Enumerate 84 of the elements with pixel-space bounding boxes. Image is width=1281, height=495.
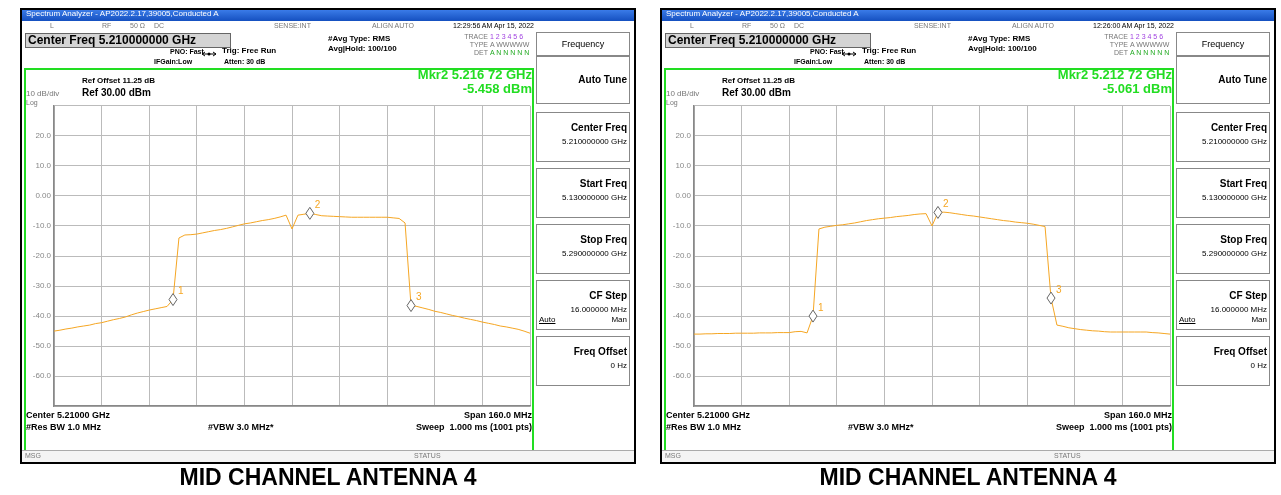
y-tick-label: -60.0 bbox=[672, 371, 692, 381]
annotation: 2 bbox=[942, 198, 949, 210]
text: MID CHANNEL ANTENNA 4 bbox=[178, 464, 478, 491]
annotation: 1 bbox=[818, 301, 824, 313]
text: Auto Tune bbox=[1218, 74, 1267, 85]
text: Center 5.21000 GHz bbox=[26, 410, 111, 421]
text: 0 Hz bbox=[1250, 361, 1267, 370]
text: 10 dB/div bbox=[26, 89, 60, 99]
y-tick-label: 20.0 bbox=[675, 131, 692, 141]
y-tick-label: -20.0 bbox=[32, 251, 52, 261]
text: Ref 30.00 dBm bbox=[722, 87, 791, 98]
text: Center Freq bbox=[1210, 122, 1267, 133]
text: Auto bbox=[539, 315, 556, 324]
text: Center Freq bbox=[570, 122, 627, 133]
text: Stop Freq bbox=[580, 234, 627, 245]
text: 5.210000000 GHz bbox=[562, 137, 627, 146]
y-tick-label: -40.0 bbox=[672, 311, 692, 321]
text: Sweep 1.000 ms (1001 pts) bbox=[1055, 422, 1172, 433]
text: Avg|Hold: 100/100 bbox=[328, 44, 397, 54]
text: Frequency bbox=[560, 39, 606, 49]
text: 5.290000000 GHz bbox=[562, 249, 627, 258]
text: #Avg Type: RMS bbox=[328, 34, 391, 44]
text: Span 160.0 MHz bbox=[463, 410, 532, 421]
text: 16.000000 MHz bbox=[570, 305, 627, 314]
y-tick-label: -40.0 bbox=[32, 311, 52, 321]
annotation: 3 bbox=[1056, 283, 1062, 295]
text: 10 dB/div bbox=[666, 89, 700, 99]
text: Trig: Free Run bbox=[222, 46, 277, 56]
text: Spectrum Analyzer - AP2022.2.17,39005,Conducted A bbox=[666, 9, 859, 19]
text: #VBW 3.0 MHz* bbox=[208, 422, 274, 433]
text: Man bbox=[1251, 315, 1267, 324]
y-tick-label: 0.00 bbox=[35, 191, 52, 201]
text: #VBW 3.0 MHz* bbox=[848, 422, 914, 433]
text: Center Freq 5.210000000 GHz bbox=[28, 33, 197, 47]
text: 16.000000 MHz bbox=[1210, 305, 1267, 314]
text: #Avg Type: RMS bbox=[968, 34, 1031, 44]
text: 5.130000000 GHz bbox=[1202, 193, 1267, 202]
text: Avg|Hold: 100/100 bbox=[968, 44, 1037, 54]
text: Spectrum Analyzer - AP2022.2.17,39005,Conducted A bbox=[26, 9, 219, 19]
annotation: 2 bbox=[314, 199, 321, 211]
y-tick-label: 10.0 bbox=[35, 161, 52, 171]
text: Freq Offset bbox=[573, 346, 627, 357]
y-tick-label: -30.0 bbox=[32, 281, 52, 291]
text: MID CHANNEL ANTENNA 4 bbox=[818, 464, 1118, 491]
text: Mkr2 5.212 72 GHz bbox=[1057, 67, 1172, 83]
text: #Res BW 1.0 MHz bbox=[666, 422, 742, 433]
y-tick-label: -10.0 bbox=[32, 221, 52, 231]
y-tick-label: -20.0 bbox=[672, 251, 692, 261]
text: Center 5.21000 GHz bbox=[666, 410, 751, 421]
text: CF Step bbox=[1229, 290, 1267, 301]
annotation: 3 bbox=[416, 291, 422, 303]
y-tick-label: -30.0 bbox=[672, 281, 692, 291]
text: Auto Tune bbox=[578, 74, 627, 85]
text: Man bbox=[611, 315, 627, 324]
annotation: 1 bbox=[178, 285, 184, 297]
text: Start Freq bbox=[1219, 178, 1267, 189]
y-tick-label: 0.00 bbox=[675, 191, 692, 201]
text: 5.210000000 GHz bbox=[1202, 137, 1267, 146]
text: Ref Offset 11.25 dB bbox=[722, 76, 795, 86]
text: Stop Freq bbox=[1220, 234, 1267, 245]
text: CF Step bbox=[589, 290, 627, 301]
text: Ref Offset 11.25 dB bbox=[82, 76, 155, 86]
text: -5.458 dBm bbox=[462, 81, 532, 97]
text: Ref 30.00 dBm bbox=[82, 87, 151, 98]
text: Mkr2 5.216 72 GHz bbox=[417, 67, 532, 83]
text: Trig: Free Run bbox=[862, 46, 917, 56]
y-tick-label: -60.0 bbox=[32, 371, 52, 381]
text: Frequency bbox=[1200, 39, 1246, 49]
text: Sweep 1.000 ms (1001 pts) bbox=[415, 422, 532, 433]
text: -5.061 dBm bbox=[1102, 81, 1172, 97]
text: 0 Hz bbox=[610, 361, 627, 370]
text: Auto bbox=[1179, 315, 1196, 324]
text: Start Freq bbox=[579, 178, 627, 189]
text: Span 160.0 MHz bbox=[1103, 410, 1172, 421]
text: Center Freq 5.210000000 GHz bbox=[668, 33, 837, 47]
y-tick-label: -50.0 bbox=[672, 341, 692, 351]
text: 5.290000000 GHz bbox=[1202, 249, 1267, 258]
text: 5.130000000 GHz bbox=[562, 193, 627, 202]
text: Freq Offset bbox=[1213, 346, 1267, 357]
text: #Res BW 1.0 MHz bbox=[26, 422, 102, 433]
y-tick-label: -10.0 bbox=[672, 221, 692, 231]
y-tick-label: 10.0 bbox=[675, 161, 692, 171]
y-tick-label: -50.0 bbox=[32, 341, 52, 351]
y-tick-label: 20.0 bbox=[35, 131, 52, 141]
